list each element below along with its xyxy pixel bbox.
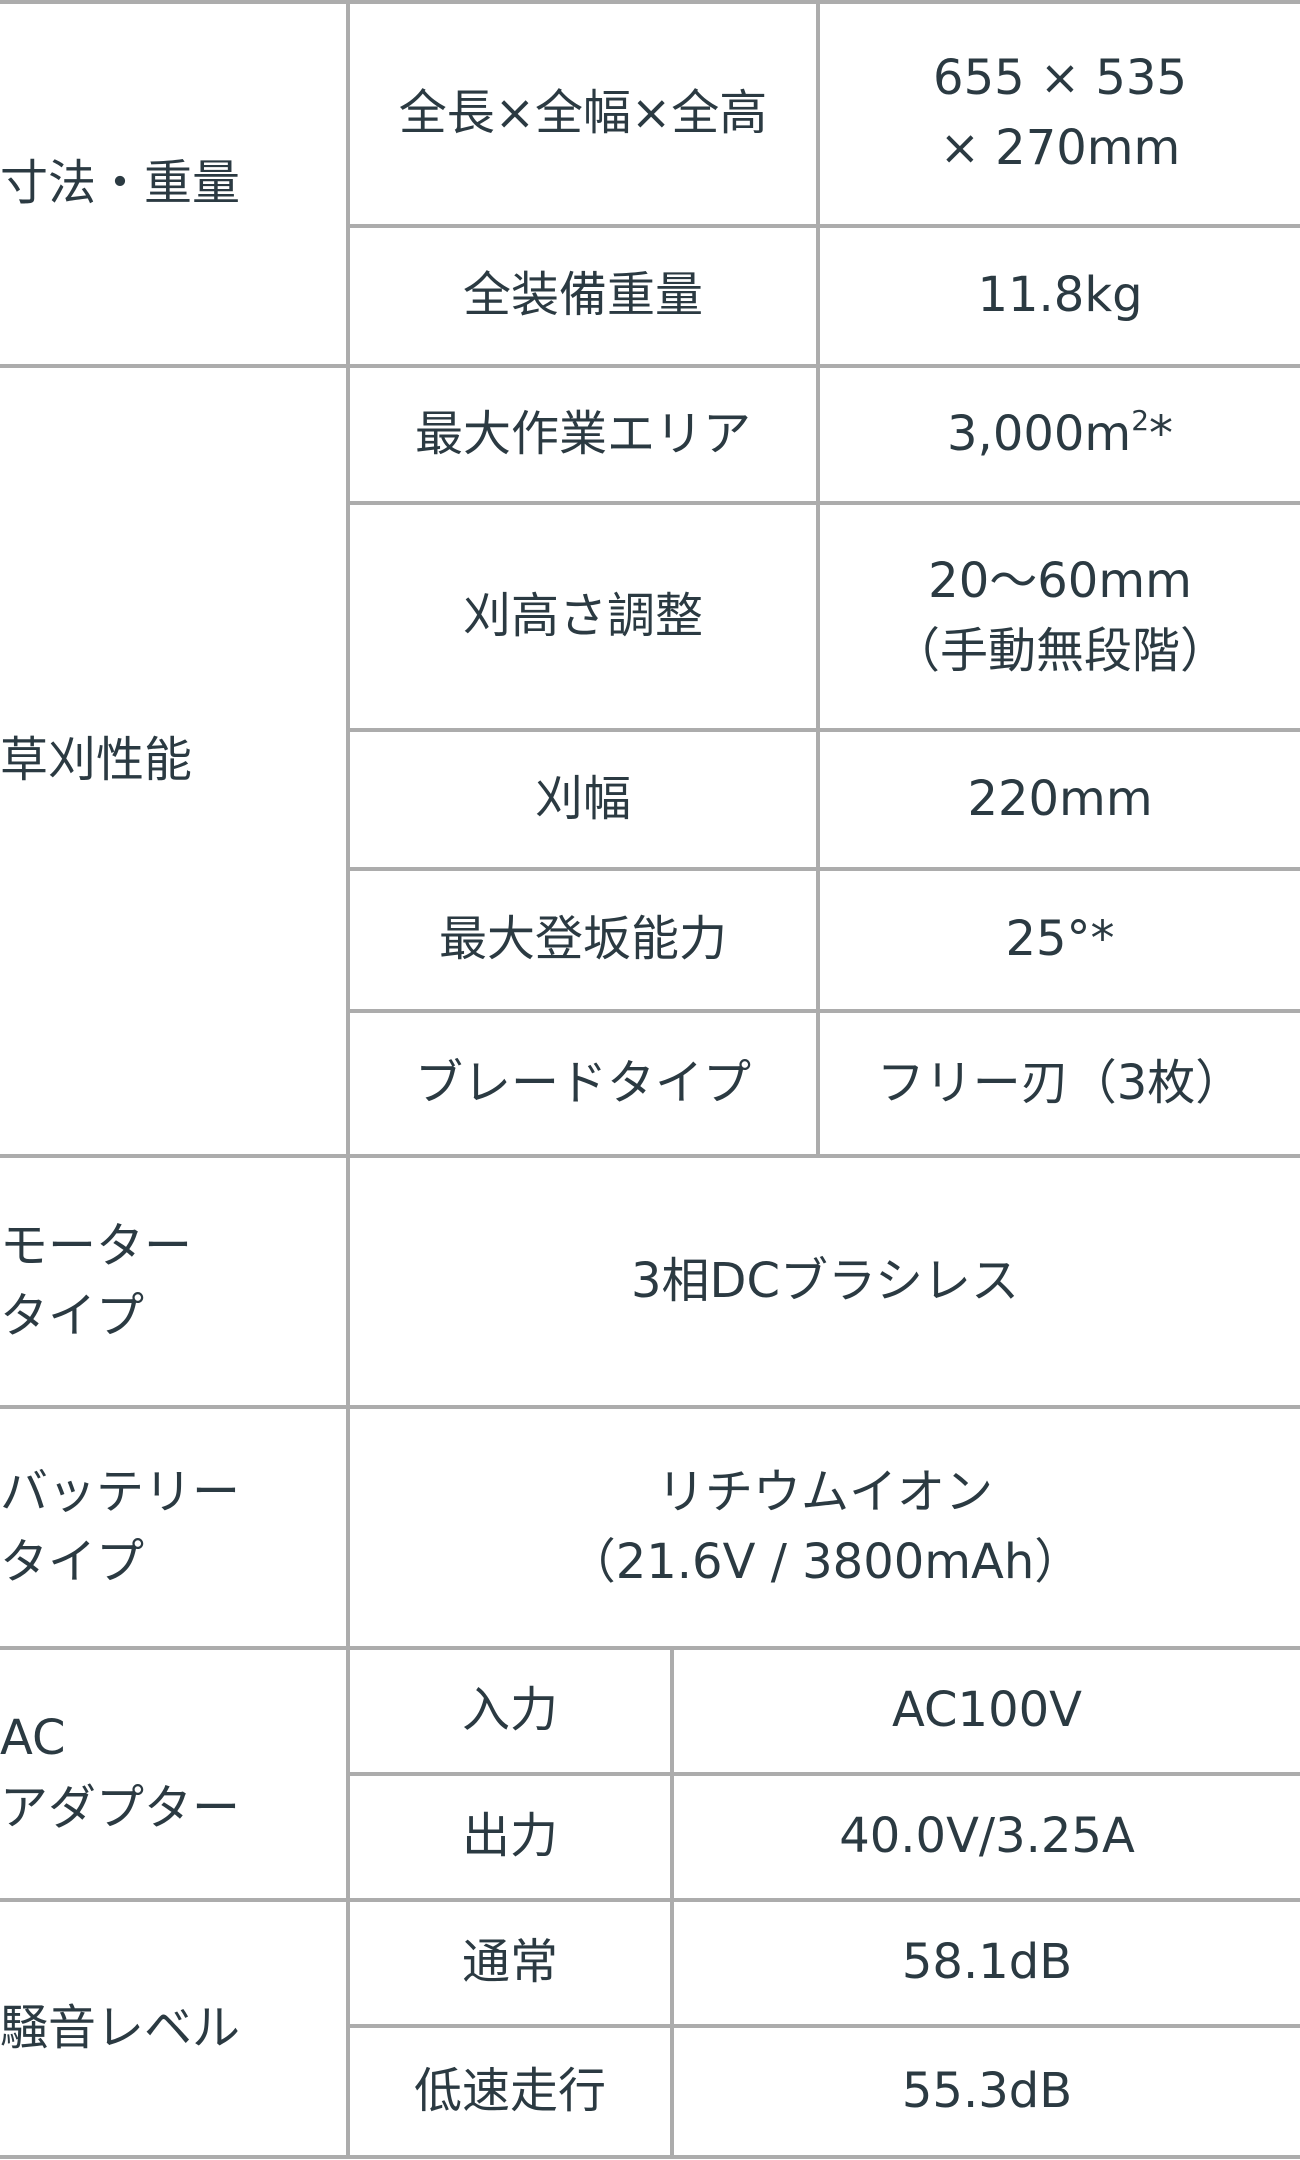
spec-name: 通常 (346, 1898, 674, 2028)
spec-value: リチウムイオン （21.6V / 3800mAh） (345, 1405, 1300, 1650)
spec-name: 低速走行 (348, 2024, 674, 2159)
spec-value: 55.3dB (669, 2024, 1300, 2159)
footnote-mark: * (1149, 405, 1174, 462)
spec-name: 全装備重量 (348, 224, 821, 368)
spec-name: 入力 (346, 1646, 674, 1776)
table-row: 低速走行 55.3dB (0, 2024, 1300, 2159)
table-row: バッテリー タイプ リチウムイオン （21.6V / 3800mAh） (0, 1405, 1300, 1650)
table-row: 刈高さ調整 20〜60mm （手動無段階） (0, 501, 1300, 732)
spec-value: 25°* (816, 867, 1300, 1013)
spec-value: 58.1dB (669, 1898, 1300, 2028)
table-row: 最大登坂能力 25°* (0, 867, 1300, 1013)
category-noise: 騒音レベル (0, 1898, 350, 2159)
spec-value: 11.8kg (816, 224, 1300, 368)
category-battery: バッテリー タイプ (0, 1405, 350, 1650)
spec-name: 最大登坂能力 (348, 867, 821, 1013)
table-row: 刈幅 220mm (0, 728, 1300, 871)
superscript: 2 (1131, 403, 1150, 437)
spec-name: 出力 (348, 1772, 674, 1902)
spec-name: 刈高さ調整 (348, 501, 821, 732)
spec-name: 全長×全幅×全高 (345, 0, 821, 228)
category-mowing: 草刈性能 (0, 364, 350, 1158)
spec-value: AC100V (669, 1646, 1300, 1776)
category-dimensions: 寸法・重量 (0, 0, 350, 368)
table-row: モーター タイプ 3相DCブラシレス (0, 1154, 1300, 1409)
spec-value: 3,000m2* (816, 364, 1300, 505)
table-row: AC アダプター 入力 AC100V (0, 1646, 1300, 1902)
spec-name: 最大作業エリア (345, 364, 821, 505)
table-row: ブレードタイプ フリー刃（3枚） (0, 1009, 1300, 1158)
spec-name: ブレードタイプ (348, 1009, 821, 1158)
spec-name: 刈幅 (348, 728, 821, 871)
category-motor: モーター タイプ (0, 1154, 350, 1409)
value-text: 3,000m (947, 405, 1132, 462)
table-row: 草刈性能 最大作業エリア 3,000m2* (0, 364, 1300, 1158)
spec-value: 3相DCブラシレス (345, 1154, 1300, 1409)
table-row: 騒音レベル 通常 58.1dB (0, 1898, 1300, 2159)
table-row: 全装備重量 11.8kg (0, 224, 1300, 368)
spec-value: 220mm (816, 728, 1300, 871)
category-adapter: AC アダプター (0, 1646, 350, 1902)
table-row: 出力 40.0V/3.25A (0, 1772, 1300, 1902)
spec-value: フリー刃（3枚） (816, 1009, 1300, 1158)
spec-value: 40.0V/3.25A (669, 1772, 1300, 1902)
table-row: 寸法・重量 全長×全幅×全高 655 × 535 × 270mm (0, 0, 1300, 368)
spec-value: 20〜60mm （手動無段階） (816, 501, 1300, 732)
spec-value: 655 × 535 × 270mm (816, 0, 1300, 228)
